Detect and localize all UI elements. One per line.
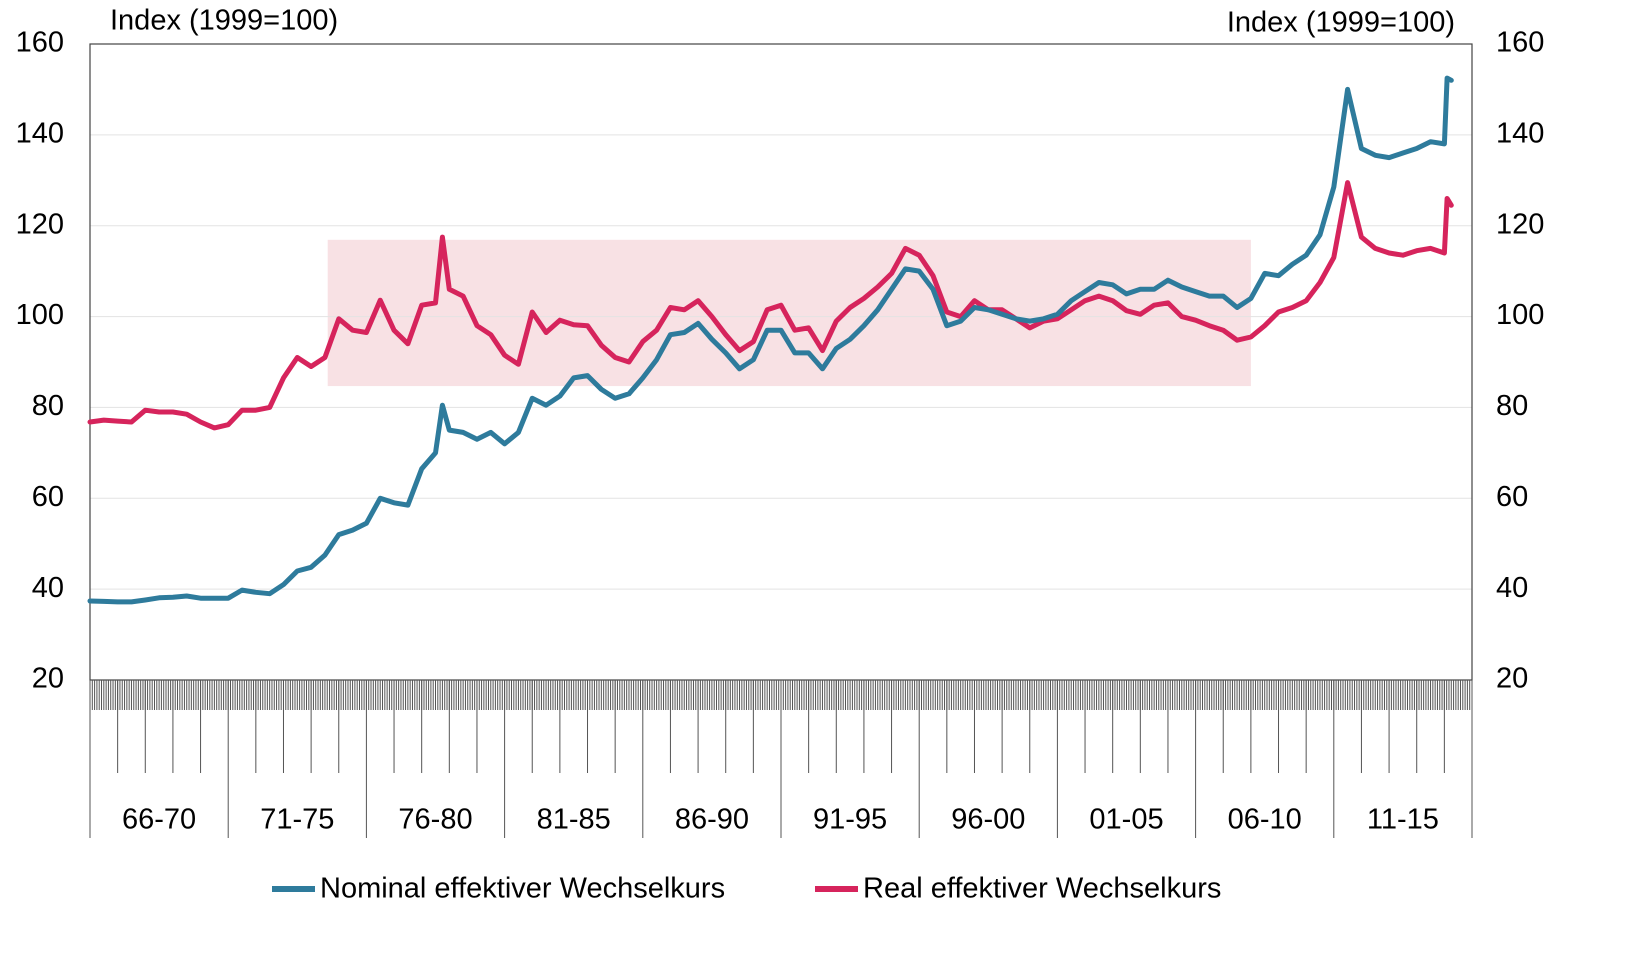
- y2-tick-label: 100: [1496, 299, 1544, 331]
- series-line: [87, 75, 1454, 605]
- y-tick-label: 60: [32, 481, 64, 513]
- legend-label: Nominal effektiver Wechselkurs: [320, 873, 725, 905]
- x-tick-label: 96-00: [951, 804, 1025, 836]
- y-tick-label: 80: [32, 390, 64, 422]
- x-tick-label: 81-85: [537, 804, 611, 836]
- y-tick-label: 140: [16, 118, 64, 150]
- x-tick-label: 66-70: [122, 804, 196, 836]
- x-tick-label: 86-90: [675, 804, 749, 836]
- y2-tick-label: 120: [1496, 208, 1544, 240]
- y2-tick-label: 140: [1496, 118, 1544, 150]
- x-tick-label: 11-15: [1367, 804, 1439, 836]
- x-tick-label: 71-75: [260, 804, 334, 836]
- y-axis-title: Index (1999=100): [110, 5, 338, 37]
- x-tick-label: 06-10: [1228, 804, 1302, 836]
- y-tick-label: 120: [16, 208, 64, 240]
- x-tick-label: 01-05: [1089, 804, 1163, 836]
- x-year-ticks: [117, 680, 1445, 773]
- y-tick-label: 40: [32, 572, 64, 604]
- x-tick-label: 76-80: [398, 804, 472, 836]
- y2-tick-label: 20: [1496, 663, 1528, 695]
- y-tick-label: 20: [32, 663, 64, 695]
- y2-tick-label: 40: [1496, 572, 1528, 604]
- y2-axis-title: Index (1999=100): [1227, 7, 1455, 39]
- series-line: [87, 180, 1454, 431]
- y2-tick-label: 160: [1496, 27, 1544, 59]
- y2-tick-label: 60: [1496, 481, 1528, 513]
- highlight-band: [327, 239, 1251, 387]
- x-group-ticks: [89, 680, 1473, 838]
- y-tick-label: 100: [16, 299, 64, 331]
- legend-label: Real effektiver Wechselkurs: [863, 873, 1221, 905]
- y-tick-label: 160: [16, 27, 64, 59]
- x-tick-label: 91-95: [813, 804, 887, 836]
- y2-tick-label: 80: [1496, 390, 1528, 422]
